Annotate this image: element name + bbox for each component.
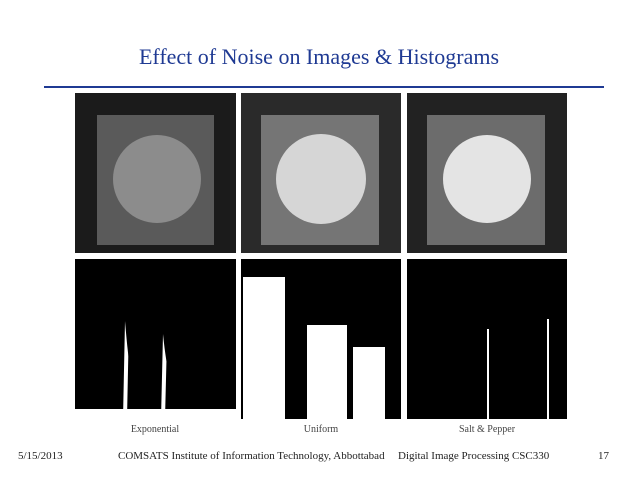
uniform-noise-image	[241, 93, 401, 253]
figure	[75, 93, 567, 441]
footer-page-number: 17	[598, 450, 609, 462]
caption-exponential: Exponential	[130, 424, 180, 435]
caption-salt-pepper: Salt & Pepper	[458, 424, 516, 435]
footer-course: Digital Image Processing CSC330	[398, 450, 550, 462]
footer-institute: COMSATS Institute of Information Technol…	[118, 450, 385, 462]
title-rule	[44, 86, 604, 88]
salt-pepper-histogram	[407, 259, 567, 419]
uniform-histogram	[241, 259, 401, 419]
caption-uniform: Uniform	[303, 424, 339, 435]
exponential-histogram	[75, 259, 236, 419]
footer-date: 5/15/2013	[18, 450, 63, 462]
exponential-noise-image	[75, 93, 236, 253]
slide-title: Effect of Noise on Images & Histograms	[138, 44, 500, 69]
salt-pepper-noise-image	[407, 93, 567, 253]
